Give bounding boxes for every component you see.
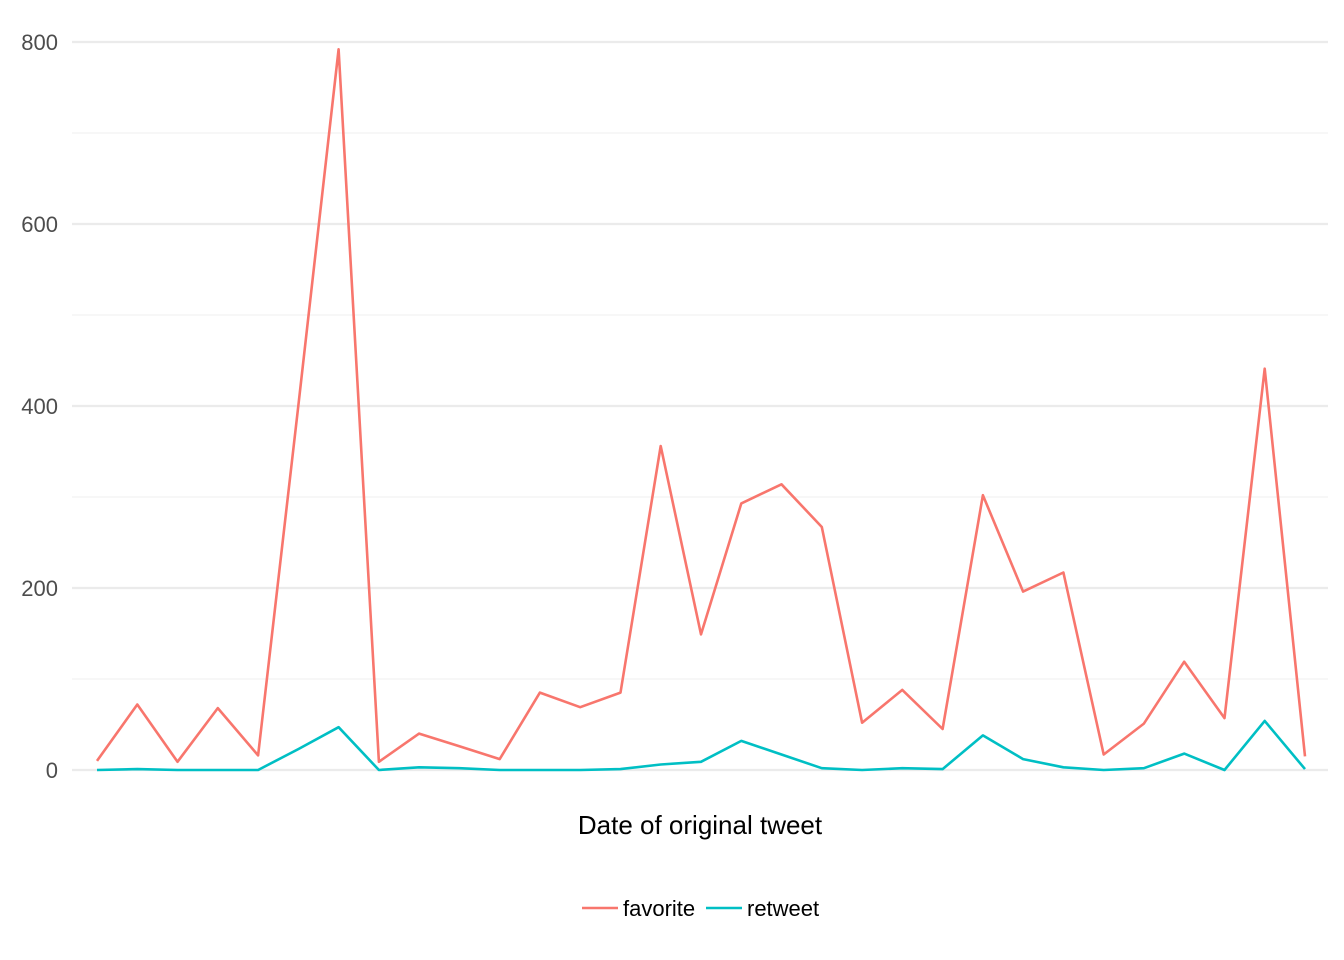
y-tick-label: 400	[21, 394, 58, 419]
y-axis-tick-labels: 0 200 400 600 800	[21, 30, 58, 783]
y-tick-label: 0	[46, 758, 58, 783]
y-tick-label: 200	[21, 576, 58, 601]
legend-label-retweet: retweet	[747, 896, 819, 921]
y-tick-label: 600	[21, 212, 58, 237]
series-line-favorite	[95, 47, 1307, 764]
series-line-retweet	[96, 719, 1306, 772]
legend-label-favorite: favorite	[623, 896, 695, 921]
x-axis-title: Date of original tweet	[578, 810, 823, 840]
series-lines	[95, 47, 1307, 772]
y-tick-label: 800	[21, 30, 58, 55]
grid-lines	[72, 40, 1328, 772]
legend: favorite retweet	[582, 896, 819, 921]
